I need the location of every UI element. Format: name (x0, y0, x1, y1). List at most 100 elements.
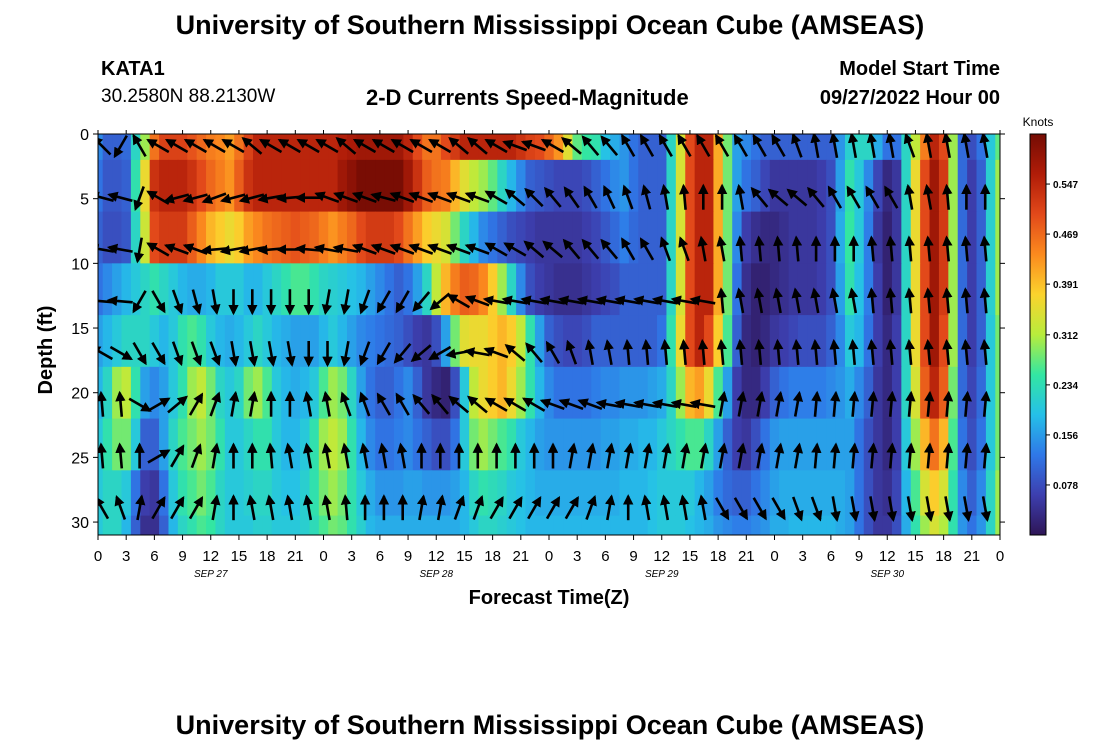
current-arrow (714, 497, 730, 521)
current-arrow (170, 495, 185, 520)
heat-cell (797, 470, 808, 517)
heat-cell (516, 515, 527, 535)
heat-cell (920, 159, 931, 213)
current-arrow (188, 392, 204, 416)
x-tick-label: 3 (799, 548, 807, 565)
heat-cell (112, 159, 123, 213)
y-tick-label: 0 (80, 127, 89, 144)
current-arrow (210, 442, 221, 469)
heat-cell (422, 159, 433, 213)
heat-cell (873, 134, 884, 161)
current-arrow (603, 339, 614, 366)
current-arrow (504, 188, 526, 207)
heat-cell (215, 470, 226, 517)
current-arrow (943, 496, 954, 523)
x-tick-label: 6 (827, 548, 835, 565)
current-arrow (774, 442, 785, 469)
heat-cell (534, 263, 545, 316)
current-arrow (503, 397, 527, 412)
current-arrow (753, 287, 765, 314)
heat-cell (309, 470, 320, 517)
heat-cell (525, 366, 536, 420)
current-arrow (755, 442, 766, 469)
current-arrow (564, 495, 579, 520)
heat-cell (967, 315, 978, 368)
heat-cell (544, 211, 555, 264)
current-arrow (321, 442, 332, 469)
heat-cell (318, 366, 329, 420)
day-label: SEP 27 (194, 569, 228, 580)
heat-cell (121, 159, 132, 213)
heat-cell (412, 366, 423, 420)
current-arrow (905, 442, 916, 469)
y-tick-label: 20 (71, 386, 89, 403)
current-arrow (811, 390, 822, 417)
heat-cell (854, 366, 865, 420)
model-start-label: Model Start Time (839, 58, 1000, 80)
current-arrow (942, 442, 954, 469)
current-arrow (600, 135, 619, 157)
heat-cell (938, 515, 949, 535)
heat-cell (816, 366, 827, 420)
heat-cell (751, 263, 762, 316)
colorbar-tick-label: 0.547 (1053, 180, 1078, 191)
heat-cell (431, 315, 442, 368)
heat-cell (628, 366, 639, 420)
heat-cell (121, 315, 132, 368)
heat-cell (779, 134, 790, 161)
current-arrow (146, 138, 170, 154)
heat-cell (572, 315, 583, 368)
heat-cell (262, 263, 273, 316)
x-tick-label: 0 (996, 548, 1004, 565)
heat-cell (704, 315, 715, 368)
heat-cell (891, 263, 902, 316)
current-arrow (698, 442, 710, 469)
current-arrow (923, 442, 935, 469)
heat-cell (553, 418, 564, 471)
heat-cell (826, 470, 837, 517)
heat-cell (487, 515, 498, 535)
heat-cell (516, 263, 527, 316)
heat-cell (826, 159, 837, 213)
heat-cell (995, 263, 1000, 316)
heat-cell (112, 263, 123, 316)
current-arrow (942, 287, 953, 314)
heat-cell (497, 515, 508, 535)
heat-cell (140, 418, 151, 471)
heat-cell (835, 159, 846, 213)
heat-cell (159, 211, 170, 264)
x-tick-label: 0 (545, 548, 553, 565)
heat-cell (412, 470, 423, 517)
heat-cell (337, 315, 348, 368)
heat-cell (572, 159, 583, 213)
current-arrow (848, 442, 860, 469)
current-arrow (923, 134, 934, 159)
heat-cell (891, 211, 902, 264)
heat-cell (967, 418, 978, 471)
heat-cell (647, 211, 658, 264)
heat-cell (844, 159, 855, 213)
heat-cell (196, 211, 207, 264)
heat-cell (769, 263, 780, 316)
heat-cell (215, 515, 226, 535)
heat-cell (985, 263, 996, 316)
heat-cell (816, 263, 827, 316)
current-arrow (340, 340, 351, 367)
heat-cell (300, 470, 311, 517)
heat-cell (863, 134, 874, 161)
heat-cell (741, 211, 752, 264)
heat-cell (177, 366, 188, 420)
current-arrow (923, 287, 934, 314)
current-arrow (848, 390, 860, 417)
heat-cell (516, 418, 527, 471)
heat-cell (797, 134, 808, 161)
heat-cell (929, 263, 940, 316)
heat-cell (403, 418, 414, 471)
x-tick-label: 3 (348, 548, 356, 565)
heat-cell (130, 515, 141, 535)
current-arrow (133, 237, 145, 264)
current-arrow (210, 494, 221, 521)
current-arrow (960, 287, 972, 314)
current-arrow (167, 395, 188, 414)
heat-cell (365, 470, 376, 517)
